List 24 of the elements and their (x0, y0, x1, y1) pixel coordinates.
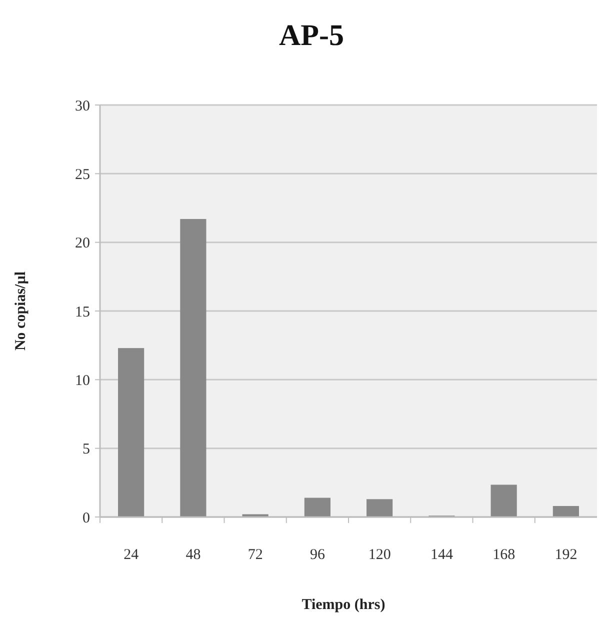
y-tick-label: 30 (75, 98, 90, 114)
y-tick-label: 5 (82, 442, 90, 458)
bar (366, 499, 393, 517)
x-tick-label: 168 (492, 547, 516, 563)
bar (304, 498, 330, 517)
y-tick-label: 10 (75, 372, 90, 389)
x-tick-label: 72 (248, 547, 263, 563)
y-tick-label: 25 (75, 166, 90, 183)
x-tick-label: 24 (124, 547, 140, 563)
x-tick-label: 96 (310, 547, 326, 563)
x-tick-label: 48 (186, 547, 201, 563)
y-tick-label: 15 (75, 304, 90, 320)
x-tick-label: 192 (554, 547, 578, 563)
chart-title: AP-5 (279, 19, 344, 52)
x-tick-label: 144 (430, 547, 454, 563)
x-axis-title: Tiempo (hrs) (302, 597, 386, 613)
y-axis-title: No copias/µl (13, 271, 29, 351)
bar (118, 348, 144, 517)
bar (490, 484, 517, 517)
y-tick-label: 0 (82, 510, 90, 526)
x-tick-label: 120 (368, 547, 391, 563)
bar (552, 506, 579, 517)
bar (180, 218, 206, 517)
y-tick-label: 20 (75, 236, 90, 252)
